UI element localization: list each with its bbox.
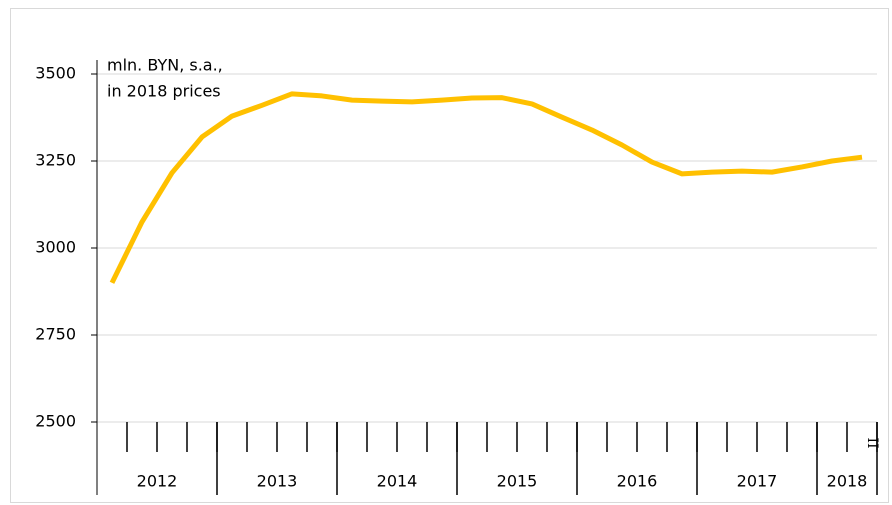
year-label: 2018 [827, 472, 868, 491]
x-tick-label: II [864, 437, 880, 448]
y-tick-label: 3500 [35, 64, 76, 83]
y-tick-label: 3250 [35, 151, 76, 170]
annotation: in 2018 prices [107, 82, 221, 101]
frame [10, 8, 889, 503]
year-label: 2012 [137, 472, 178, 491]
year-label: 2017 [737, 472, 778, 491]
line [109, 91, 863, 284]
year-label: 2015 [497, 472, 538, 491]
year-label: 2014 [377, 472, 418, 491]
annotation: mln. BYN, s.a., [107, 56, 223, 75]
year-label: 2016 [617, 472, 658, 491]
y-tick-label: 3000 [35, 238, 76, 257]
y-tick-label: 2750 [35, 325, 76, 344]
year-label: 2013 [257, 472, 298, 491]
y-tick-label: 2500 [35, 412, 76, 431]
